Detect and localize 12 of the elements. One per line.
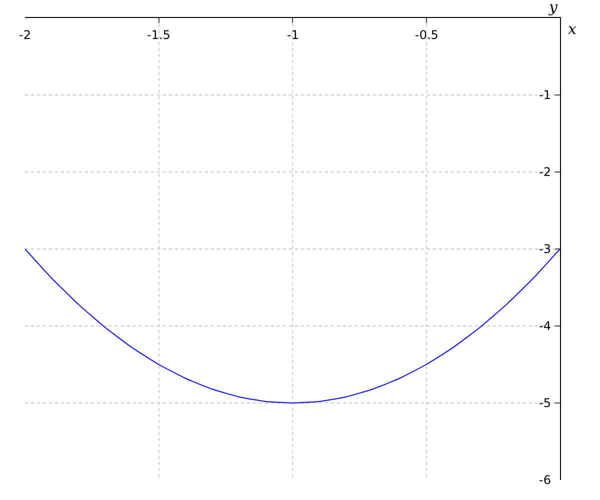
y-axis-title: y [548,0,558,16]
x-tick-label: -1.5 [147,28,170,42]
y-tick-label: -1 [539,88,551,102]
x-tick-label: -0.5 [415,28,438,42]
y-tick-label: -6 [539,473,551,487]
x-axis-title: x [568,20,577,38]
y-tick-label: -3 [539,242,551,256]
x-tick-label: -1 [287,28,299,42]
y-tick-label: -2 [539,165,551,179]
x-tick-label: -2 [19,28,31,42]
y-tick-label: -4 [539,319,551,333]
y-tick-label: -5 [539,396,551,410]
